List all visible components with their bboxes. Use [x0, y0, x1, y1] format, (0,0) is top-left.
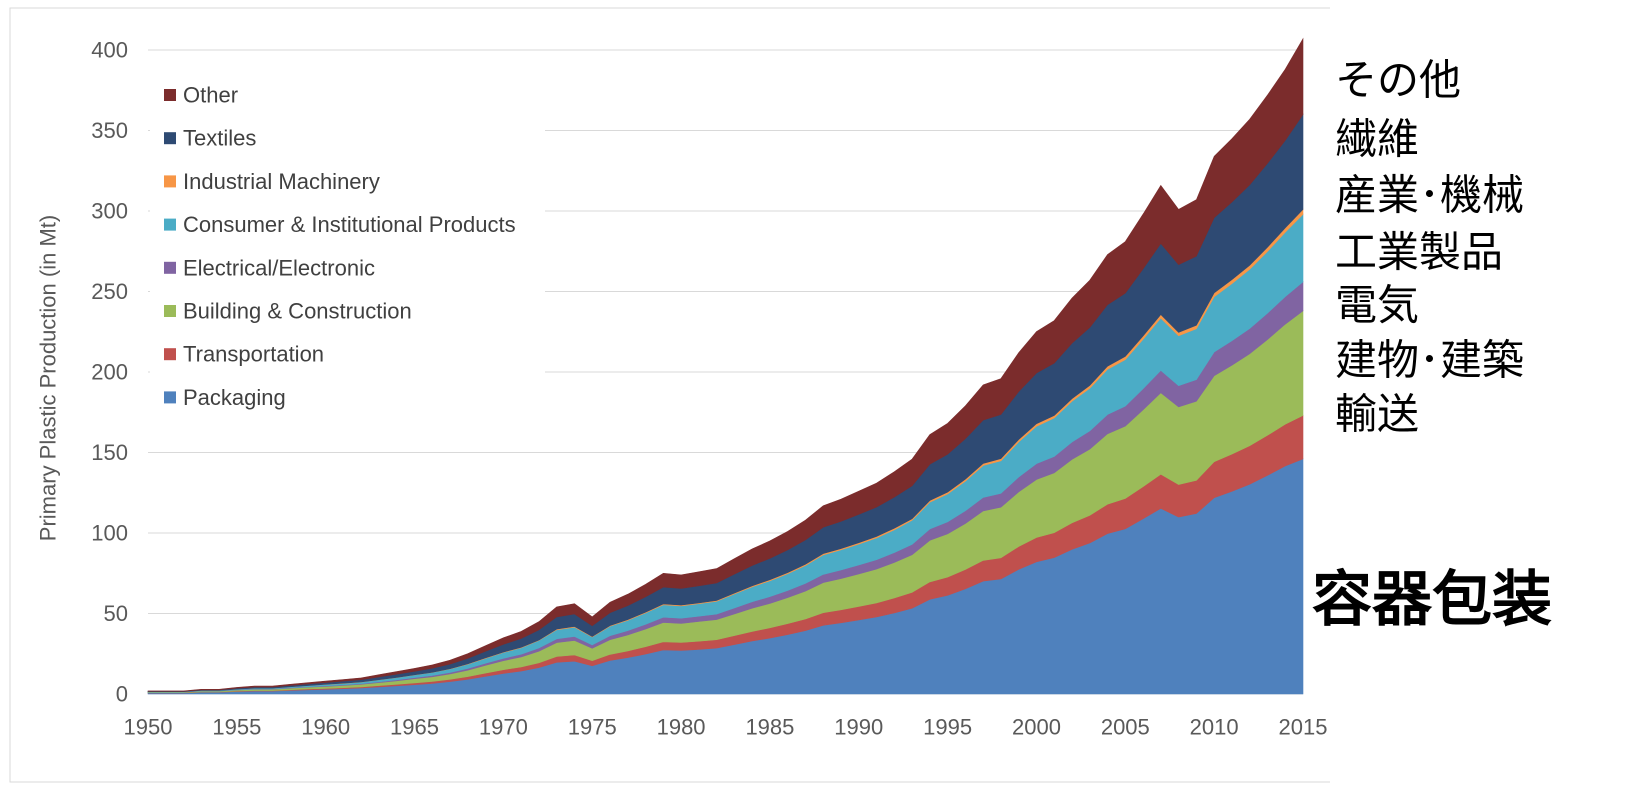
- x-tick-label-2010: 2010: [1190, 715, 1239, 740]
- x-tick-label-1965: 1965: [390, 715, 439, 740]
- x-tick-label-1990: 1990: [834, 715, 883, 740]
- stacked-areas: [147, 37, 1304, 695]
- legend-swatch-electrical-electronic: [164, 261, 176, 274]
- x-tick-label-1970: 1970: [479, 715, 528, 740]
- y-tick-label-0: 0: [116, 682, 128, 707]
- annotation-consumer-products: 工業製品: [1335, 228, 1503, 277]
- annotation-electrical: 電気: [1335, 281, 1419, 330]
- legend: Other Textiles Industrial Machinery Consume…: [150, 72, 545, 418]
- legend-item-packaging: Packaging: [164, 385, 286, 410]
- x-tick-label-1975: 1975: [568, 715, 617, 740]
- area-other: [147, 37, 1304, 692]
- y-tick-label-200: 200: [91, 360, 128, 385]
- legend-item-industrial-machinery: Industrial Machinery: [164, 169, 380, 194]
- legend-label-other: Other: [183, 83, 238, 108]
- legend-item-transportation: Transportation: [164, 342, 324, 367]
- annotation-building: 建物･建築: [1335, 336, 1524, 385]
- legend-label-textiles: Textiles: [183, 126, 256, 151]
- x-tick-label-1960: 1960: [301, 715, 350, 740]
- legend-swatch-industrial-machinery: [164, 175, 176, 188]
- annotation-industrial-machinery: 産業･機械: [1335, 171, 1524, 220]
- legend-swatch-consumer-institutional-products: [164, 218, 176, 231]
- legend-label-industrial-machinery: Industrial Machinery: [183, 169, 380, 194]
- y-tick-label-300: 300: [91, 199, 128, 224]
- x-tick-label-2000: 2000: [1012, 715, 1061, 740]
- x-tick-label-2005: 2005: [1101, 715, 1150, 740]
- japanese-annotations: その他 繊維 産業･機械 工業製品 電気 建物･建築 輸送 容器包装: [1312, 56, 1552, 636]
- legend-background: [150, 72, 545, 418]
- legend-label-electrical-electronic: Electrical/Electronic: [183, 255, 375, 280]
- legend-item-other: Other: [164, 83, 238, 108]
- y-tick-label-400: 400: [91, 38, 128, 63]
- annotation-textiles: 繊維: [1335, 115, 1419, 164]
- x-tick-label-1995: 1995: [923, 715, 972, 740]
- x-tick-label-2015: 2015: [1279, 715, 1328, 740]
- legend-item-building-construction: Building & Construction: [164, 299, 412, 324]
- legend-label-transportation: Transportation: [183, 342, 324, 367]
- x-tick-label-1950: 1950: [124, 715, 173, 740]
- annotation-packaging: 容器包装: [1312, 565, 1552, 635]
- legend-swatch-transportation: [164, 348, 176, 361]
- chart-frame: [9, 7, 1330, 783]
- legend-label-consumer-institutional-products: Consumer & Institutional Products: [183, 212, 516, 237]
- y-tick-label-150: 150: [91, 440, 128, 465]
- legend-label-packaging: Packaging: [183, 385, 286, 410]
- legend-swatch-textiles: [164, 132, 176, 145]
- annotation-transportation: 輸送: [1335, 390, 1419, 439]
- y-tick-label-250: 250: [91, 279, 128, 304]
- y-axis-title: Primary Plastic Production (in Mt): [36, 215, 61, 541]
- legend-item-textiles: Textiles: [164, 126, 256, 151]
- y-tick-label-100: 100: [91, 521, 128, 546]
- legend-label-building-construction: Building & Construction: [183, 299, 412, 324]
- x-tick-label-1985: 1985: [745, 715, 794, 740]
- legend-swatch-packaging: [164, 391, 176, 404]
- legend-item-consumer-institutional-products: Consumer & Institutional Products: [164, 212, 516, 237]
- y-axis-tick-labels: 0 50 100 150 200 250 300 350 400: [91, 38, 128, 707]
- y-tick-label-50: 50: [104, 601, 128, 626]
- annotation-other: その他: [1335, 56, 1461, 105]
- x-tick-label-1980: 1980: [657, 715, 706, 740]
- x-axis-tick-labels: 1950 1955 1960 1965 1970 1975 1980 1985 1990 1995…: [124, 715, 1328, 740]
- y-tick-label-350: 350: [91, 118, 128, 143]
- x-tick-label-1955: 1955: [212, 715, 261, 740]
- legend-swatch-other: [164, 89, 176, 101]
- legend-swatch-building-construction: [164, 305, 176, 317]
- legend-item-electrical-electronic: Electrical/Electronic: [164, 255, 375, 280]
